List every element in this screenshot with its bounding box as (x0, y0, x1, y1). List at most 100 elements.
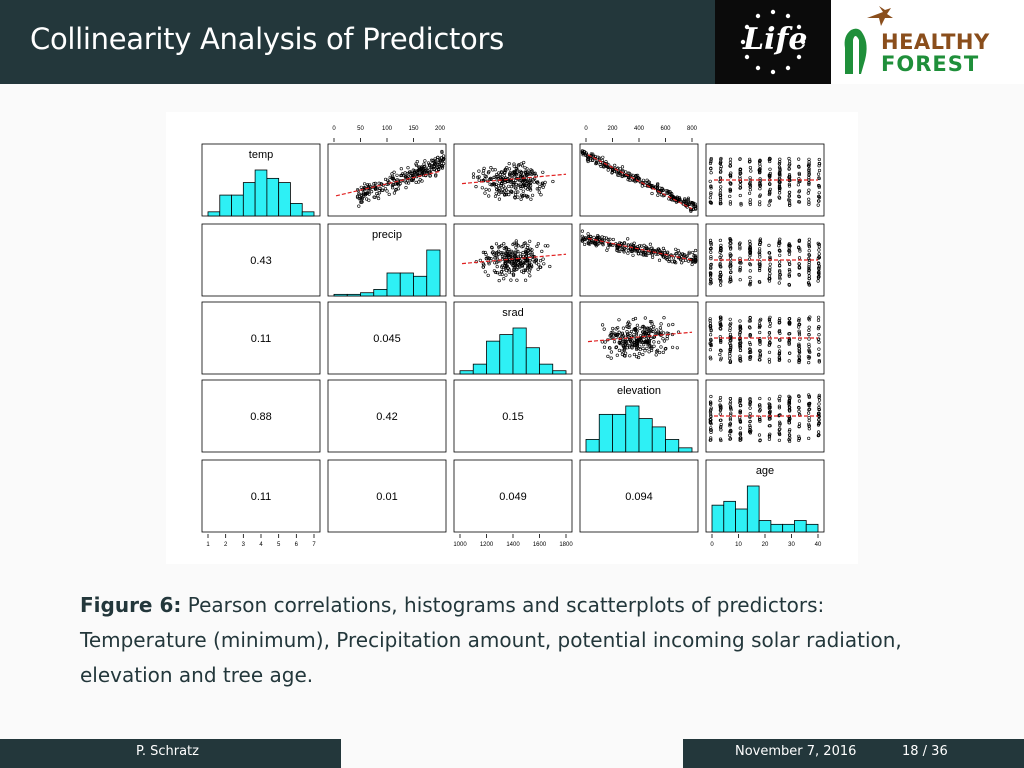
scatter-point (670, 194, 674, 198)
histogram-bar (278, 182, 291, 217)
scatter-point (767, 357, 771, 361)
scatter-point (787, 262, 792, 266)
scatter-point (787, 244, 792, 248)
scatter-point (709, 324, 713, 328)
scatter-point (665, 191, 670, 195)
scatter-point (728, 247, 733, 251)
correlation-value: 0.049 (499, 491, 527, 503)
tick-label: 200 (435, 126, 446, 132)
scatter-point (817, 248, 821, 252)
scatter-point (399, 179, 403, 183)
scatter-point (671, 345, 675, 349)
panel-frame (453, 379, 573, 453)
scatter-point (709, 394, 713, 399)
scatter-point (718, 255, 722, 259)
scatter-point (610, 170, 615, 174)
scatter-point (816, 430, 821, 434)
scatter-point (366, 183, 370, 187)
scatter-point (618, 249, 622, 253)
scatter-point (807, 157, 811, 161)
scatter-point (655, 249, 660, 253)
scatter-point (708, 412, 713, 416)
scatter-point (787, 167, 791, 171)
tick-label: 40 (815, 542, 822, 548)
correlation-value: 0.42 (376, 411, 397, 423)
scatter-point (787, 194, 791, 198)
scatter-point (729, 241, 733, 245)
scatter-point (728, 418, 733, 422)
scatter-point (757, 266, 762, 271)
scatter-point (496, 188, 501, 192)
scatter-point (738, 171, 742, 176)
scatter-point (719, 339, 723, 343)
histogram-bar (219, 194, 232, 217)
scatter-point (378, 186, 382, 190)
scatter-point (531, 193, 535, 197)
scatter-point (514, 251, 518, 255)
scatter-point (499, 251, 503, 255)
scatter-point (683, 197, 687, 201)
scatter-point (748, 242, 752, 246)
scatter-point (787, 163, 791, 168)
scatter-point (623, 339, 627, 343)
scatter-point (797, 165, 801, 169)
scatter-point (530, 253, 534, 257)
scatter-point (509, 278, 513, 282)
scatter-point (620, 331, 625, 335)
scatter-point (728, 422, 732, 426)
scatter-point (738, 247, 742, 251)
scatter-point (817, 418, 821, 422)
scatter-point (737, 242, 742, 246)
scatter-point (675, 346, 679, 350)
scatter-point (796, 183, 801, 187)
scatter-point (621, 344, 625, 348)
scatter-point (661, 337, 665, 341)
scatter-point (728, 270, 733, 275)
scatter-point (494, 182, 498, 186)
scatter-point (807, 265, 811, 269)
correlation-value: 0.11 (251, 491, 272, 503)
scatter-point (748, 347, 752, 351)
scatter-point (487, 169, 491, 174)
scatter-point (504, 188, 509, 192)
scatter-point (708, 410, 713, 414)
scatter-point (477, 175, 481, 179)
scatter-point (708, 274, 713, 278)
scatter-point (767, 158, 771, 162)
scatter-point (729, 346, 733, 350)
scatter-point (441, 157, 446, 162)
scatter-point (599, 164, 603, 168)
scatter-point (758, 177, 762, 181)
scatter-point (629, 329, 634, 334)
scatter-point (538, 184, 542, 189)
histogram-bar (525, 347, 540, 375)
scatter-point (481, 250, 486, 254)
scatter-point (807, 257, 811, 261)
scatter-point (797, 157, 801, 161)
scatter-point (487, 188, 491, 192)
scatter-point (709, 428, 713, 432)
scatter-point (690, 262, 694, 267)
histogram-bar (651, 426, 666, 453)
scatter-point (643, 349, 647, 353)
scatter-point (728, 402, 732, 406)
scatter-point (807, 436, 811, 441)
scatter-point (437, 167, 441, 172)
scatter-point (718, 263, 722, 267)
scatter-point (816, 279, 820, 283)
scatter-point (658, 326, 663, 330)
scatter-point (787, 417, 792, 422)
scatter-point (807, 197, 811, 201)
scatter-point (748, 415, 752, 419)
scatter-point (758, 339, 762, 343)
eu-star (770, 69, 776, 75)
scatter-point (655, 328, 659, 332)
scatter-point (525, 195, 529, 199)
scatter-point (580, 149, 585, 154)
scatter-point (747, 191, 752, 195)
scatter-point (718, 188, 723, 192)
tick-label: 5 (277, 542, 281, 548)
scatter-point (738, 265, 742, 269)
panel-frame (705, 223, 825, 297)
scatter-point (641, 325, 645, 329)
